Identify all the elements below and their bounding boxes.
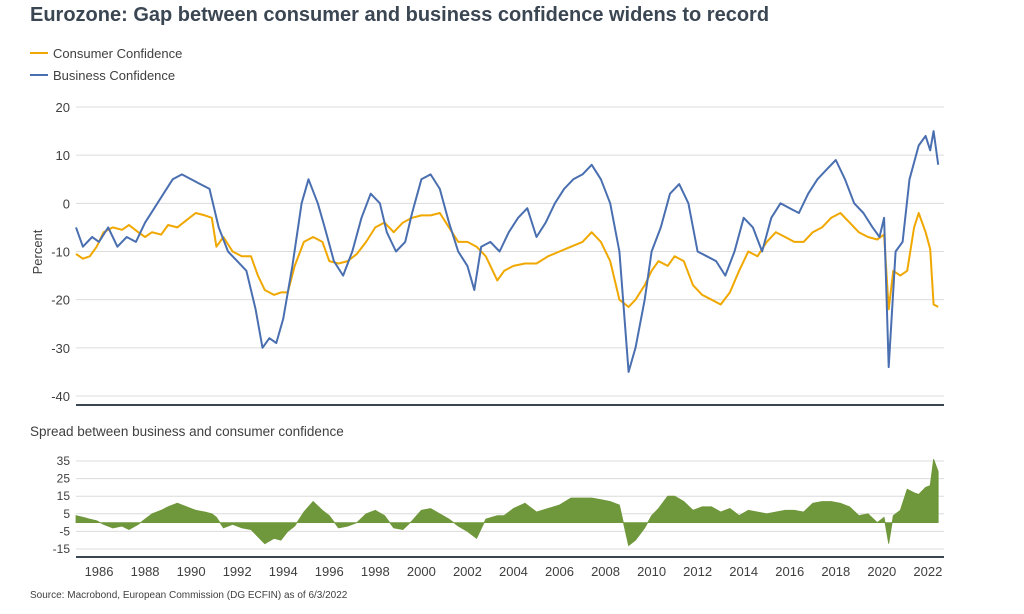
main-y-axis-label: Percent: [30, 229, 45, 274]
x-tick-label: 2002: [453, 564, 482, 579]
legend-swatch-business: [30, 74, 48, 76]
x-tick-label: 1990: [177, 564, 206, 579]
main-y-tick-label: 20: [56, 100, 70, 115]
x-tick-label: 2010: [637, 564, 666, 579]
main-y-tick-label: 0: [63, 196, 70, 211]
x-tick-label: 2020: [867, 564, 896, 579]
main-y-tick-label: -30: [51, 341, 70, 356]
spread-y-tick-label: -5: [59, 524, 70, 538]
chart-title: Eurozone: Gap between consumer and busin…: [30, 4, 770, 26]
spread-y-tick-label: 5: [63, 507, 70, 521]
x-tick-label: 2018: [821, 564, 850, 579]
main-y-tick-label: -20: [51, 293, 70, 308]
x-tick-label: 1996: [315, 564, 344, 579]
legend-swatch-consumer: [30, 52, 48, 54]
x-tick-label: 2000: [407, 564, 436, 579]
business-confidence-line: [75, 130, 940, 373]
spread-y-tick-label: 35: [57, 454, 71, 468]
legend-item-business: Business Confidence: [30, 64, 182, 86]
x-tick-label: 2014: [729, 564, 758, 579]
main-y-tick-label: -10: [51, 245, 70, 260]
spread-area: [75, 459, 939, 547]
spread-y-tick-label: 15: [57, 489, 71, 503]
legend-item-consumer: Consumer Confidence: [30, 42, 182, 64]
x-tick-label: 1986: [85, 564, 114, 579]
main-y-tick-label: -40: [51, 389, 70, 404]
legend-label-consumer: Consumer Confidence: [53, 45, 183, 61]
x-tick-label: 1992: [223, 564, 252, 579]
consumer-confidence-line: [75, 212, 939, 311]
spread-y-tick-label: 25: [57, 472, 71, 486]
x-tick-label: 2022: [913, 564, 942, 579]
x-tick-label: 2016: [775, 564, 804, 579]
x-tick-label: 2012: [683, 564, 712, 579]
legend: Consumer Confidence Business Confidence: [30, 42, 182, 86]
x-tick-label: 1988: [131, 564, 160, 579]
spread-y-tick-label: -15: [53, 542, 71, 556]
main-y-tick-label: 10: [56, 148, 70, 163]
x-tick-label: 2008: [591, 564, 620, 579]
spread-chart-title: Spread between business and consumer con…: [30, 424, 344, 439]
x-tick-label: 1998: [361, 564, 390, 579]
legend-label-business: Business Confidence: [53, 67, 176, 83]
x-tick-label: 2004: [499, 564, 528, 579]
x-tick-label: 2006: [545, 564, 574, 579]
source-note: Source: Macrobond, European Commission (…: [30, 590, 348, 601]
x-tick-label: 1994: [269, 564, 298, 579]
